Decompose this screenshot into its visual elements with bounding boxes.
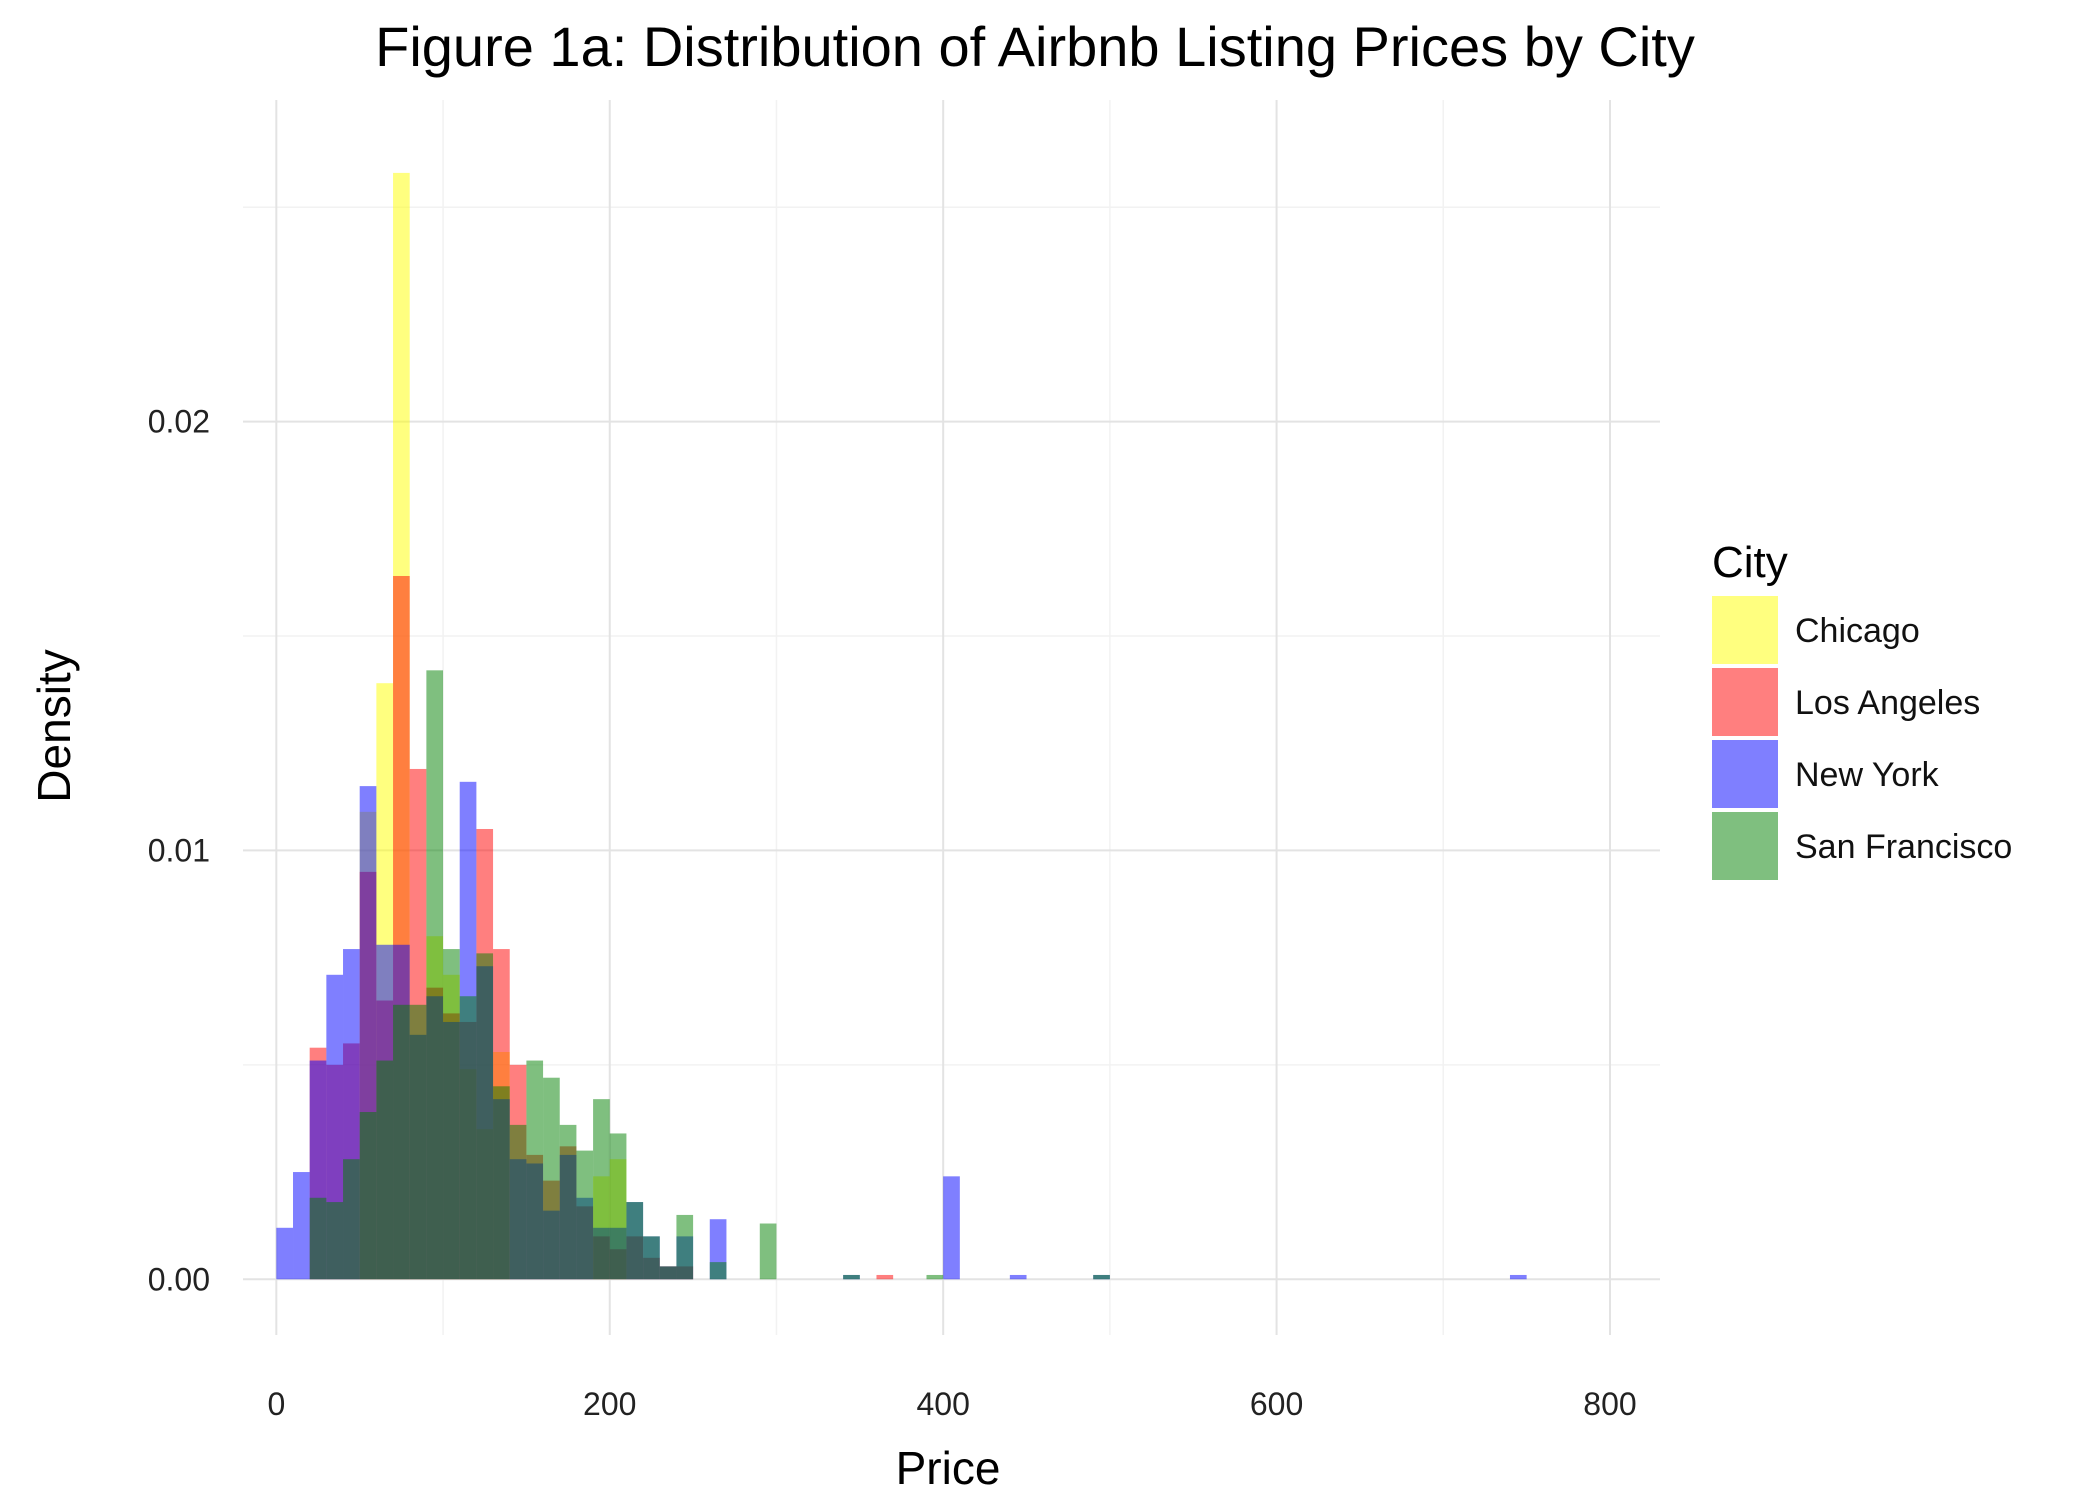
y-tick-label-1: 0.01 [148,832,210,868]
bar-san-francisco-21 [659,1266,677,1280]
legend-swatch-new-york [1712,740,1778,808]
legend-swatch-los-angeles [1712,668,1778,736]
bar-san-francisco-18 [609,1133,627,1280]
x-tick-label-3: 600 [1250,1386,1303,1422]
x-axis-title: Price [896,1442,1001,1494]
bar-san-francisco-10 [476,953,494,1280]
legend-item-new-york: New York [1712,740,1940,808]
bar-san-francisco-25 [843,1274,860,1280]
bar-san-francisco-0 [309,1197,327,1280]
bar-san-francisco-6 [409,1004,427,1280]
legend: City Chicago Los Angeles New York San Franc… [1712,538,2012,880]
x-tick-label-0: 0 [267,1386,285,1422]
legend-item-los-angeles: Los Angeles [1712,668,1980,736]
bar-san-francisco-5 [393,1004,410,1280]
chart-title: Figure 1a: Distribution of Airbnb Listin… [375,15,1695,78]
legend-item-san-francisco: San Francisco [1712,812,2012,880]
bar-san-francisco-20 [643,1236,660,1280]
legend-label-los-angeles: Los Angeles [1795,684,1980,722]
bar-san-francisco-19 [626,1202,644,1280]
y-tick-label-2: 0.02 [148,404,210,440]
bar-san-francisco-13 [526,1060,544,1280]
legend-swatch-san-francisco [1712,812,1778,880]
bar-san-francisco-24 [759,1223,777,1280]
x-tick-label-1: 200 [583,1386,636,1422]
bar-san-francisco-2 [343,1159,360,1280]
bar-san-francisco-12 [509,1124,527,1280]
bar-san-francisco-15 [559,1124,577,1280]
bar-san-francisco-11 [493,1086,510,1280]
bar-san-francisco-27 [1093,1274,1110,1280]
legend-label-san-francisco: San Francisco [1795,828,2012,866]
bar-san-francisco-8 [443,949,460,1280]
bar-san-francisco-4 [376,1060,394,1280]
bar-san-francisco-14 [543,1077,560,1280]
y-tick-label-0: 0.00 [148,1261,210,1297]
legend-label-chicago: Chicago [1795,612,1920,650]
legend-title: City [1712,538,1788,587]
bar-san-francisco-7 [426,670,444,1280]
bar-new-york-28 [1009,1274,1027,1280]
x-tick-label-4: 800 [1583,1386,1636,1422]
bar-los-angeles-23 [876,1274,894,1280]
legend-items: Chicago Los Angeles New York San Francisco [1712,596,2012,880]
bar-san-francisco-26 [926,1274,944,1280]
bar-san-francisco-23 [709,1262,727,1280]
histogram-bars [276,172,1527,1280]
bar-san-francisco-3 [359,1112,377,1280]
bar-san-francisco-9 [459,996,477,1280]
bar-san-francisco-16 [576,1150,594,1280]
y-axis-title: Density [28,649,80,802]
x-tick-label-2: 400 [916,1386,969,1422]
legend-swatch-chicago [1712,596,1778,664]
bar-san-francisco-1 [326,1202,344,1280]
bar-new-york-27 [943,1176,960,1280]
bar-san-francisco-22 [676,1214,694,1280]
axis-ticks: 0 200 400 600 800 0.00 0.01 0.02 [148,404,1637,1422]
bar-new-york-1 [293,1172,310,1280]
series-san-francisco [309,670,1110,1280]
legend-label-new-york: New York [1795,756,1940,794]
bar-new-york-0 [276,1227,294,1280]
grid [243,100,1660,1335]
bar-new-york-30 [1509,1274,1527,1280]
bar-san-francisco-17 [593,1099,610,1280]
legend-item-chicago: Chicago [1712,596,1920,664]
